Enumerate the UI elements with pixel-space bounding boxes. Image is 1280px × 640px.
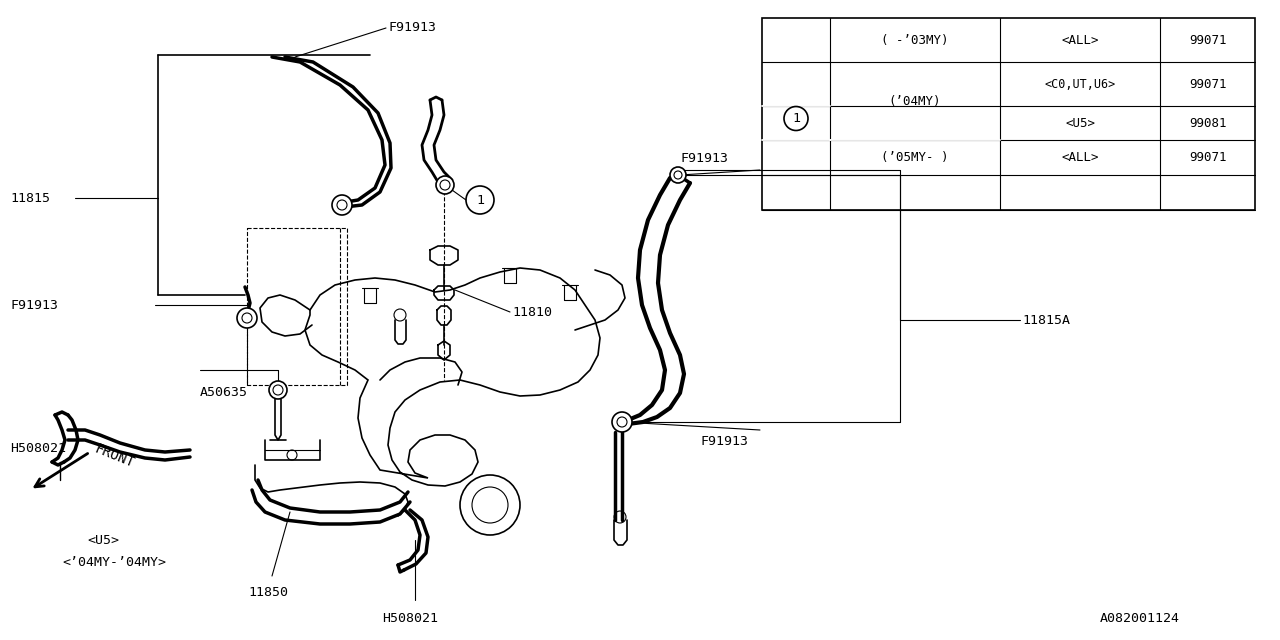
Text: 11815: 11815 (10, 191, 50, 205)
Text: (’05MY- ): (’05MY- ) (881, 151, 948, 164)
Text: 11850: 11850 (248, 586, 288, 600)
Circle shape (332, 195, 352, 215)
Text: A50635: A50635 (200, 385, 248, 399)
Bar (762, 18, 1254, 210)
Text: <C0,UT,U6>: <C0,UT,U6> (1044, 77, 1116, 90)
Text: H508021: H508021 (10, 442, 67, 454)
Text: 99071: 99071 (1189, 33, 1226, 47)
Circle shape (612, 412, 632, 432)
Circle shape (237, 308, 257, 328)
Text: <ALL>: <ALL> (1061, 151, 1098, 164)
Text: 1: 1 (476, 193, 484, 207)
Bar (247, 228, 347, 385)
Text: <U5>: <U5> (1065, 116, 1094, 129)
Text: ( -’03MY): ( -’03MY) (881, 33, 948, 47)
Text: <ALL>: <ALL> (1061, 33, 1098, 47)
Text: (’04MY): (’04MY) (888, 95, 941, 108)
Text: 1: 1 (792, 112, 800, 125)
Text: 99071: 99071 (1189, 151, 1226, 164)
Text: FRONT: FRONT (92, 442, 137, 470)
Text: <’04MY-’04MY>: <’04MY-’04MY> (61, 556, 166, 568)
Text: 99081: 99081 (1189, 116, 1226, 129)
Circle shape (669, 167, 686, 183)
Text: 11810: 11810 (512, 305, 552, 319)
Text: A082001124: A082001124 (1100, 611, 1180, 625)
Circle shape (436, 176, 454, 194)
Text: 99071: 99071 (1189, 77, 1226, 90)
Text: F91913: F91913 (388, 20, 436, 33)
Text: H508021: H508021 (381, 611, 438, 625)
Text: 11815A: 11815A (1021, 314, 1070, 326)
Text: F91913: F91913 (10, 298, 58, 312)
Text: F91913: F91913 (680, 152, 728, 165)
Text: F91913: F91913 (700, 435, 748, 448)
Circle shape (269, 381, 287, 399)
Text: <U5>: <U5> (87, 534, 119, 547)
